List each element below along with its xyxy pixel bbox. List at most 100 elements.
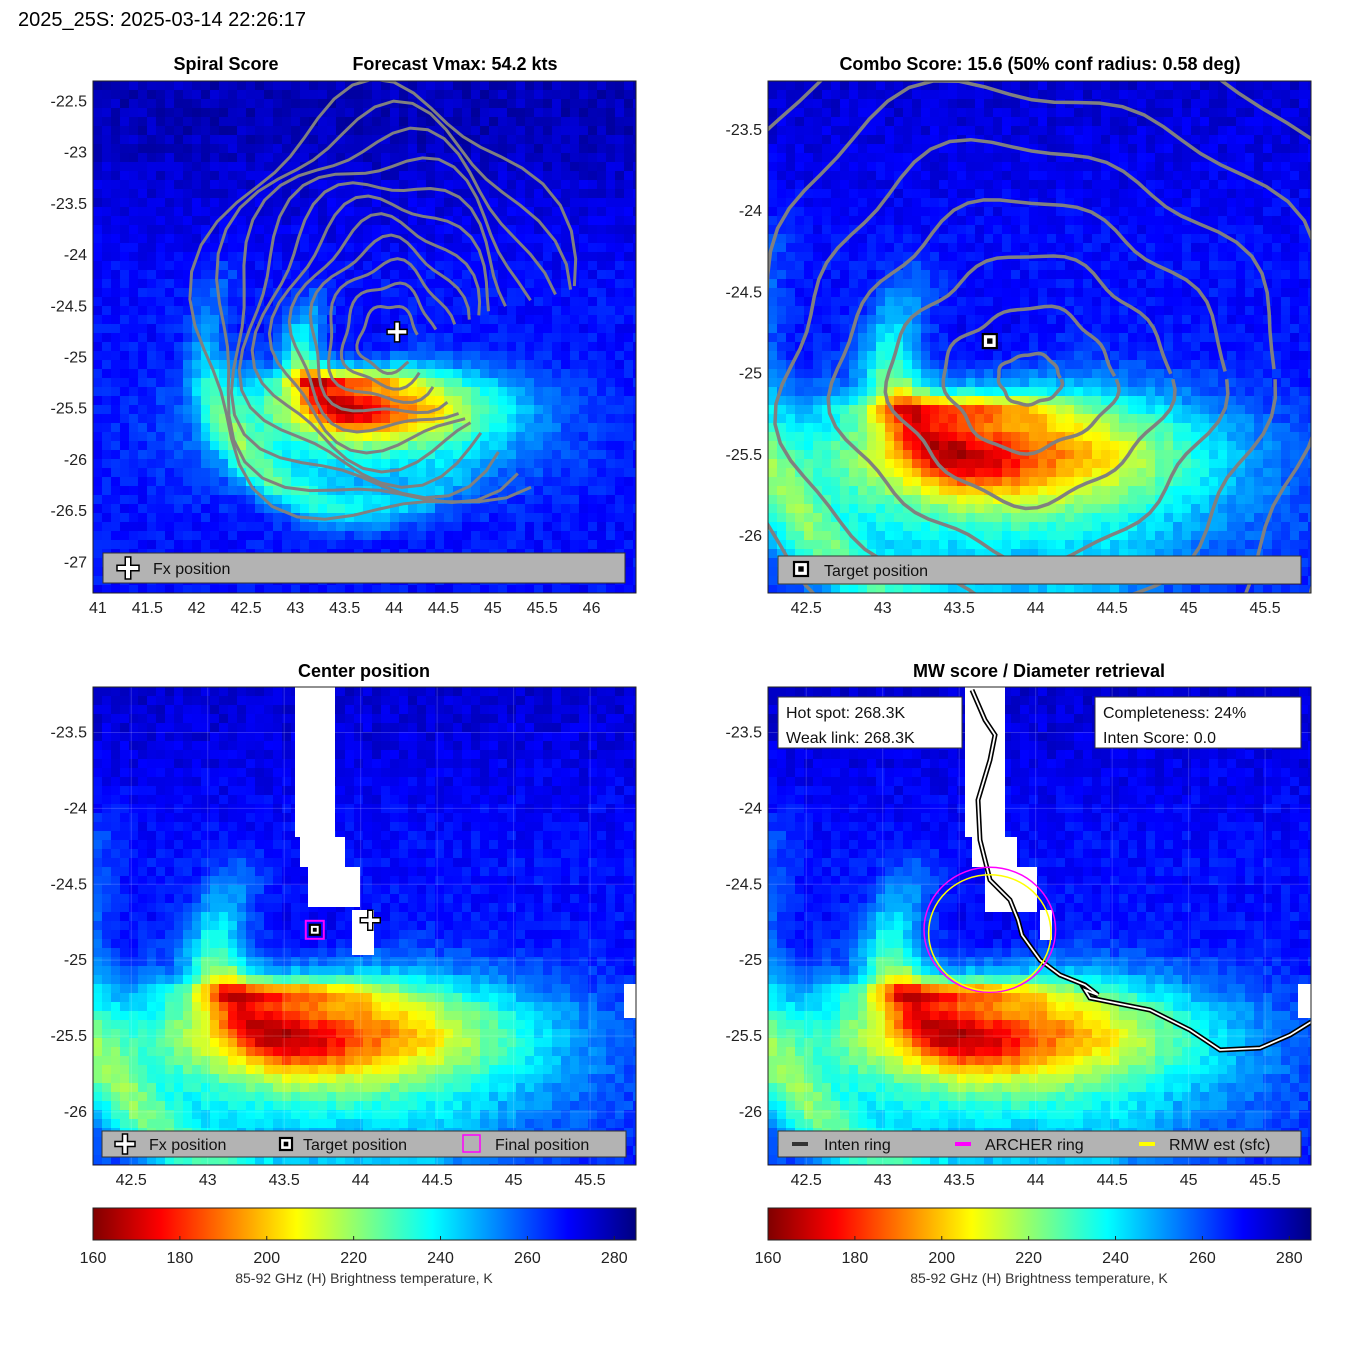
heat-cell <box>984 495 994 505</box>
heat-cell <box>192 441 202 451</box>
heat-cell <box>804 234 814 244</box>
heat-cell <box>867 315 877 325</box>
heat-cell <box>561 252 571 262</box>
heat-cell <box>489 306 499 316</box>
heat-cell <box>975 180 985 190</box>
heat-cell <box>237 216 247 226</box>
heat-cell <box>957 324 967 334</box>
heat-cell <box>480 252 490 262</box>
heat-cell <box>435 108 445 118</box>
heat-cell <box>786 243 796 253</box>
heat-cell <box>930 522 940 532</box>
heat-cell <box>417 90 427 100</box>
heat-cell <box>255 495 265 505</box>
heat-cell <box>255 351 265 361</box>
heat-cell <box>201 270 211 280</box>
heat-cell <box>210 351 220 361</box>
heat-cell <box>975 540 985 550</box>
heat-cell <box>534 171 544 181</box>
heat-cell <box>597 369 607 379</box>
heat-cell <box>885 90 895 100</box>
heat-cell <box>516 99 526 109</box>
heat-cell <box>255 162 265 172</box>
heat-cell <box>345 108 355 118</box>
heat-cell <box>507 342 517 352</box>
heat-cell <box>768 468 778 478</box>
heat-cell <box>552 459 562 469</box>
heat-cell <box>966 396 976 406</box>
heat-cell <box>147 99 157 109</box>
heat-cell <box>147 387 157 397</box>
heat-cell <box>597 423 607 433</box>
heat-cell <box>399 144 409 154</box>
heat-cell <box>156 396 166 406</box>
heat-cell <box>489 585 499 593</box>
heat-cell <box>894 144 904 154</box>
heat-cell <box>336 414 346 424</box>
heat-cell <box>408 279 418 289</box>
heat-cell <box>345 531 355 541</box>
heat-cell <box>885 333 895 343</box>
heat-cell <box>435 513 445 523</box>
heat-cell <box>336 198 346 208</box>
heat-cell <box>210 90 220 100</box>
heat-cell <box>165 360 175 370</box>
heat-cell <box>831 261 841 271</box>
heat-cell <box>201 360 211 370</box>
heat-cell <box>462 459 472 469</box>
heat-cell <box>453 162 463 172</box>
heat-cell <box>552 378 562 388</box>
heat-cell <box>426 360 436 370</box>
heat-cell <box>120 414 130 424</box>
heat-cell <box>813 477 823 487</box>
heat-cell <box>291 540 301 550</box>
heat-cell <box>606 495 616 505</box>
heat-cell <box>552 81 562 91</box>
heat-cell <box>129 423 139 433</box>
heat-cell <box>768 216 778 226</box>
heat-cell <box>201 81 211 91</box>
heat-cell <box>525 135 535 145</box>
heat-cell <box>444 243 454 253</box>
heat-cell <box>993 126 1003 136</box>
heat-cell <box>381 432 391 442</box>
heat-cell <box>273 180 283 190</box>
heat-cell <box>111 216 121 226</box>
heat-cell <box>885 405 895 415</box>
heat-cell <box>561 540 571 550</box>
heat-cell <box>777 162 787 172</box>
heat-cell <box>129 216 139 226</box>
heat-cell <box>417 99 427 109</box>
heat-cell <box>984 477 994 487</box>
heat-cell <box>354 261 364 271</box>
heat-cell <box>876 333 886 343</box>
heat-cell <box>876 477 886 487</box>
heat-cell <box>948 369 958 379</box>
heat-cell <box>156 423 166 433</box>
heat-cell <box>129 180 139 190</box>
heat-cell <box>624 153 634 163</box>
heat-cell <box>318 531 328 541</box>
heat-cell <box>156 387 166 397</box>
heat-cell <box>795 441 805 451</box>
heat-cell <box>444 279 454 289</box>
heat-cell <box>768 486 778 496</box>
heat-cell <box>633 342 636 352</box>
heat-cell <box>993 234 1003 244</box>
heat-cell <box>849 513 859 523</box>
heat-cell <box>840 126 850 136</box>
heat-cell <box>156 315 166 325</box>
heat-cell <box>921 459 931 469</box>
heat-cell <box>363 225 373 235</box>
heat-cell <box>822 414 832 424</box>
heat-cell <box>480 297 490 307</box>
heat-cell <box>507 486 517 496</box>
heat-cell <box>237 495 247 505</box>
heat-cell <box>273 387 283 397</box>
heat-cell <box>408 585 418 593</box>
heat-cell <box>111 198 121 208</box>
heat-cell <box>219 90 229 100</box>
heat-cell <box>912 504 922 514</box>
heat-cell <box>534 396 544 406</box>
heat-cell <box>786 270 796 280</box>
